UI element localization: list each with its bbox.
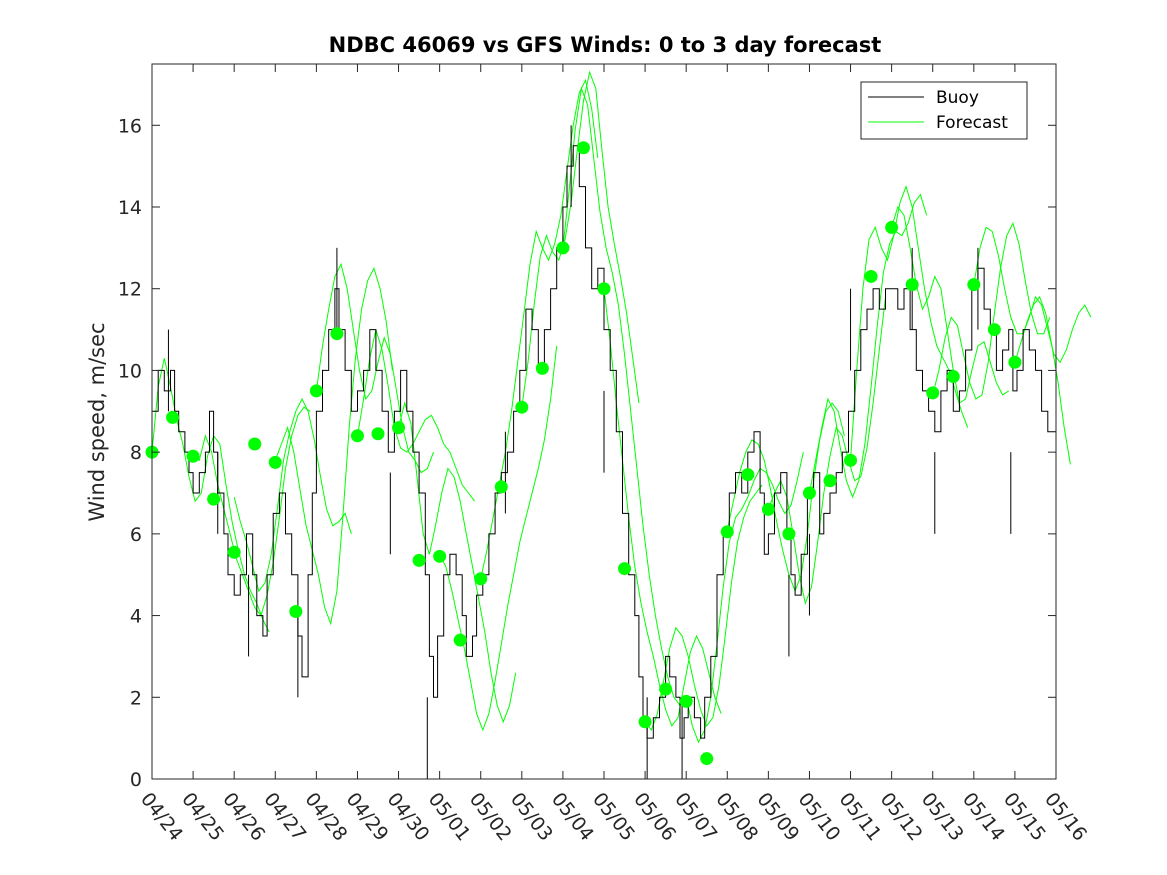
- forecast-marker: [659, 682, 673, 696]
- forecast-line: [685, 451, 804, 744]
- forecast-marker: [350, 429, 364, 443]
- forecast-marker: [638, 715, 652, 729]
- forecast-marker: [412, 553, 426, 567]
- forecast-line: [274, 266, 393, 626]
- forecast-marker: [679, 694, 693, 708]
- forecast-marker: [248, 437, 262, 451]
- y-tick-label: 2: [130, 687, 142, 709]
- forecast-marker: [494, 480, 508, 494]
- forecast-marker: [741, 468, 755, 482]
- forecast-line: [932, 221, 1051, 400]
- legend: Buoy Forecast: [860, 81, 1028, 140]
- y-tick-label: 6: [130, 524, 142, 546]
- forecast-marker: [905, 278, 919, 292]
- forecast-line: [233, 397, 352, 593]
- forecast-marker: [433, 549, 447, 563]
- forecast-line: [850, 185, 969, 461]
- forecast-marker: [761, 502, 775, 516]
- y-tick-label: 0: [130, 769, 142, 791]
- y-tick-label: 14: [118, 197, 142, 219]
- forecast-marker: [597, 282, 611, 296]
- forecast-marker: [946, 370, 960, 384]
- y-tick-label: 8: [130, 442, 142, 464]
- y-axis-label: Wind speed, m/sec: [85, 322, 109, 521]
- buoy-line: [152, 145, 1057, 739]
- forecast-marker: [844, 453, 858, 467]
- forecast-line: [644, 484, 763, 732]
- forecast-line: [315, 262, 434, 474]
- forecast-marker: [207, 492, 221, 506]
- forecast-marker: [392, 421, 406, 435]
- forecast-line: [891, 205, 1009, 404]
- forecast-marker: [926, 386, 940, 400]
- forecast-markers: [145, 141, 1022, 766]
- forecast-marker: [453, 633, 467, 647]
- forecast-marker: [371, 427, 385, 441]
- forecast-line: [398, 401, 517, 724]
- forecast-marker: [700, 752, 714, 766]
- forecast-line: [562, 86, 681, 706]
- forecast-marker: [474, 572, 488, 586]
- forecast-marker: [166, 410, 180, 424]
- forecast-marker: [720, 525, 734, 539]
- buoy-series: [152, 125, 1057, 779]
- forecast-line: [1014, 295, 1071, 465]
- forecast-marker: [782, 527, 796, 541]
- forecast-marker: [556, 241, 570, 255]
- forecast-line: [357, 329, 475, 502]
- forecast-marker: [864, 269, 878, 283]
- y-tick-label: 12: [118, 279, 142, 301]
- forecast-marker: [535, 361, 549, 375]
- forecast-marker: [268, 455, 282, 469]
- forecast-marker: [330, 327, 344, 341]
- forecast-marker: [802, 486, 816, 500]
- forecast-line: [726, 402, 845, 593]
- forecast-line: [151, 358, 270, 633]
- forecast-marker: [1008, 355, 1022, 369]
- forecast-line: [439, 345, 558, 732]
- forecast-line: [480, 78, 599, 579]
- y-axis-ticks: 0 2 4 6 8 10 12 14 16: [118, 115, 1056, 791]
- legend-box: [860, 81, 1028, 140]
- forecast-marker: [309, 384, 323, 398]
- y-tick-label: 10: [118, 360, 142, 382]
- forecast-marker: [823, 474, 837, 488]
- forecast-marker: [186, 449, 200, 463]
- forecast-marker: [987, 323, 1001, 337]
- forecast-line: [767, 296, 886, 606]
- y-tick-label: 4: [130, 606, 142, 628]
- forecast-marker: [515, 400, 529, 414]
- legend-label-forecast: Forecast: [936, 113, 1008, 133]
- forecast-line: [809, 193, 928, 499]
- forecast-marker: [227, 545, 241, 559]
- forecast-marker: [618, 562, 632, 576]
- forecast-marker: [967, 278, 981, 292]
- forecast-marker: [576, 141, 590, 155]
- legend-label-buoy: Buoy: [936, 88, 979, 108]
- forecast-marker: [289, 604, 303, 618]
- forecast-marker: [885, 220, 899, 234]
- forecast-line: [521, 70, 640, 408]
- y-tick-label: 16: [118, 115, 142, 137]
- chart-title: NDBC 46069 vs GFS Winds: 0 to 3 day fore…: [329, 33, 882, 57]
